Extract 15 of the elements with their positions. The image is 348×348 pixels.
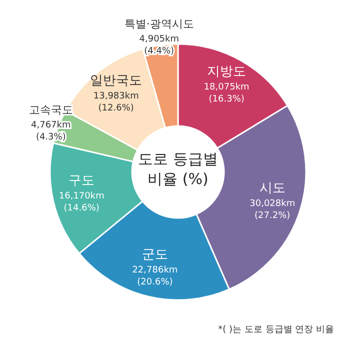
text: 도로 등급별 비율 (%)	[138, 150, 218, 188]
data-label: 30,028km (27.2%)	[250, 198, 296, 221]
data-label: 16,170km (14.6%)	[58, 192, 104, 214]
slice-label: 일반국도	[90, 74, 142, 89]
slice-label: 특별·광역시도	[124, 17, 194, 30]
slice-label: 지방도	[207, 64, 246, 80]
data-label: 13,983km (12.6%)	[93, 92, 139, 114]
slice-label: 시도	[259, 180, 286, 196]
slice-label: 구도	[68, 174, 95, 189]
text: *( )는 도로 등급별 연장 비율	[218, 325, 334, 335]
slice-label: 군도	[142, 247, 168, 262]
slice-label: 고속국도	[28, 104, 73, 117]
data-label: 18,075km (16.3%)	[204, 82, 250, 105]
data-label: 4,905km (4.4%)	[139, 34, 180, 56]
data-label: 22,786km (20.6%)	[132, 265, 178, 288]
